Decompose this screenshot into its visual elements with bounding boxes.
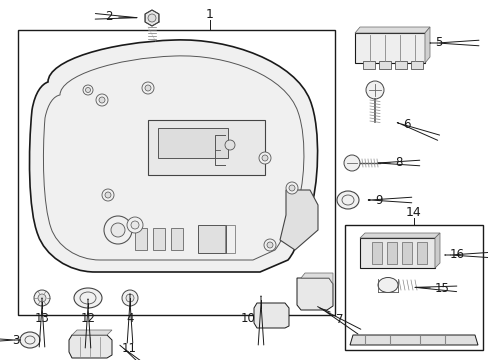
Circle shape [122,290,138,306]
Bar [171,228,183,250]
Text: 1: 1 [205,8,214,21]
PathPatch shape [148,120,264,175]
Text: 15: 15 [434,282,449,294]
Circle shape [38,294,46,302]
Text: 8: 8 [394,157,402,170]
Circle shape [99,97,105,103]
Circle shape [288,185,294,191]
Polygon shape [145,10,159,26]
Text: 5: 5 [434,36,442,49]
Bar [198,225,225,253]
Bar [224,225,235,253]
Bar [135,228,147,250]
PathPatch shape [354,27,429,33]
Text: 2: 2 [105,10,113,23]
Circle shape [142,82,154,94]
PathPatch shape [69,335,112,358]
Text: 11: 11 [122,342,137,355]
Circle shape [262,155,267,161]
PathPatch shape [296,278,332,310]
Circle shape [365,81,383,99]
Ellipse shape [74,288,102,308]
Circle shape [104,216,132,244]
Bar [416,242,426,264]
Text: 4: 4 [126,312,134,325]
PathPatch shape [354,33,424,63]
Bar [371,242,381,264]
Circle shape [126,294,134,302]
Circle shape [131,221,139,229]
PathPatch shape [359,233,439,238]
Bar [394,61,406,69]
Bar [386,242,396,264]
Circle shape [83,85,93,95]
Circle shape [148,14,156,22]
Circle shape [266,242,272,248]
Circle shape [127,217,142,233]
Text: 10: 10 [240,312,255,325]
PathPatch shape [280,190,317,250]
Text: 14: 14 [406,207,421,220]
Circle shape [145,85,151,91]
Circle shape [343,155,359,171]
PathPatch shape [29,40,317,272]
PathPatch shape [434,233,439,268]
Circle shape [224,140,235,150]
Text: 16: 16 [449,248,464,261]
Text: 12: 12 [81,312,95,325]
Circle shape [85,87,90,93]
Text: 3: 3 [13,333,20,346]
Circle shape [285,182,297,194]
Bar [378,61,390,69]
PathPatch shape [253,303,288,328]
Ellipse shape [336,191,358,209]
Circle shape [259,152,270,164]
Bar [158,128,227,158]
Circle shape [105,192,111,198]
PathPatch shape [301,273,332,284]
Text: 13: 13 [35,312,49,325]
Text: 9: 9 [374,194,382,207]
Circle shape [111,223,125,237]
Circle shape [264,239,275,251]
PathPatch shape [424,27,429,63]
PathPatch shape [72,330,112,335]
Bar [401,242,411,264]
Bar [410,61,422,69]
Bar [18,30,334,315]
Bar [345,225,482,350]
PathPatch shape [359,238,434,268]
Circle shape [34,290,50,306]
PathPatch shape [349,335,477,345]
Text: 7: 7 [336,313,343,326]
Ellipse shape [20,332,40,348]
Circle shape [96,94,108,106]
Circle shape [102,189,114,201]
Bar [362,61,374,69]
Text: 6: 6 [402,118,409,131]
Ellipse shape [377,278,397,292]
Bar [153,228,164,250]
